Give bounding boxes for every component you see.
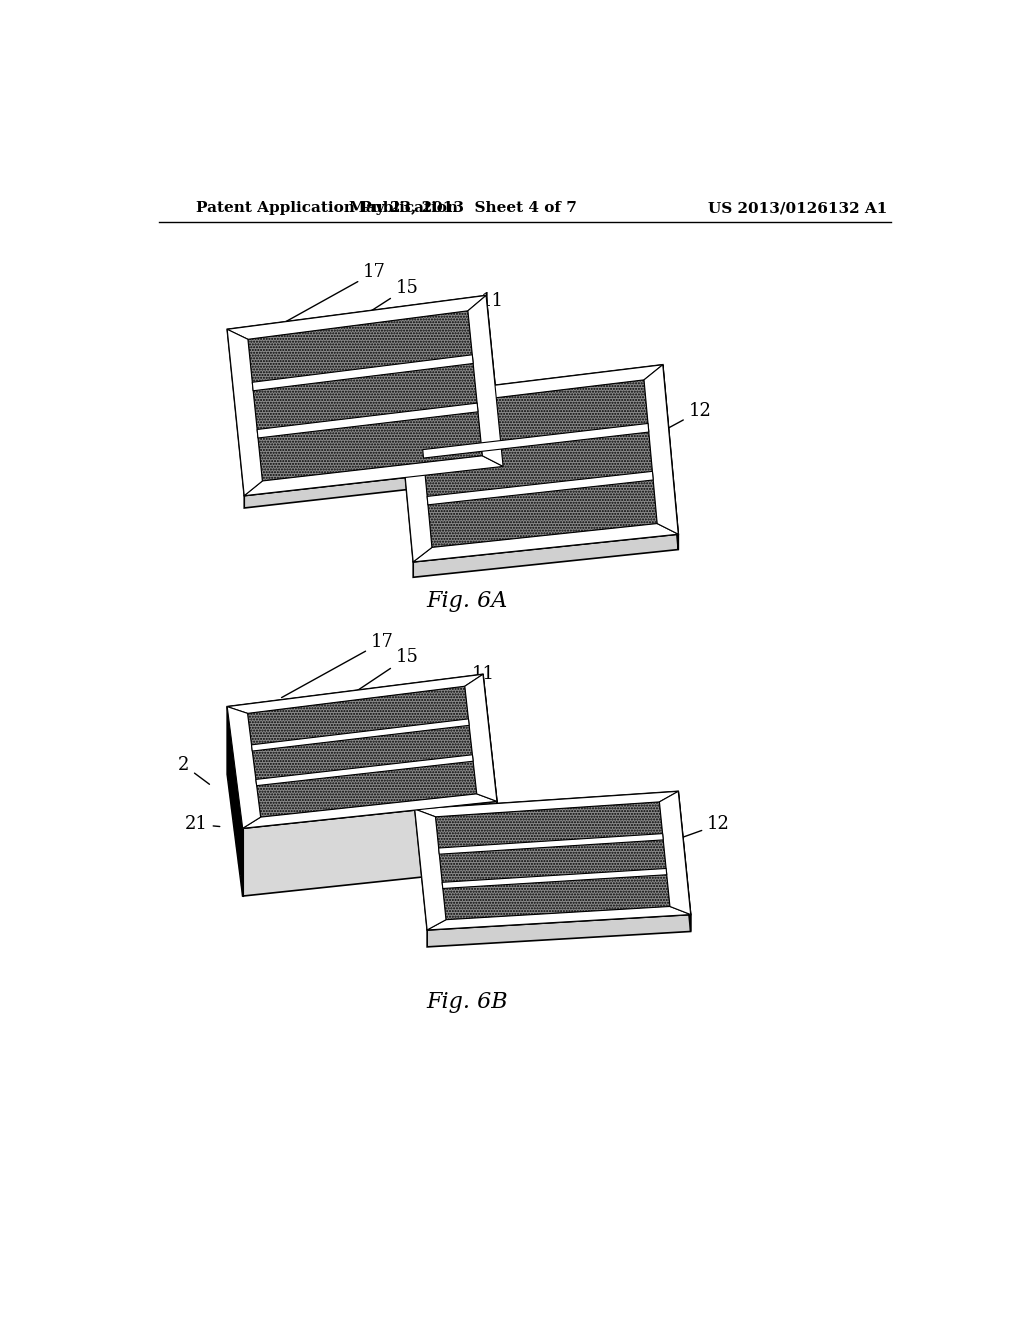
Polygon shape [397, 364, 678, 562]
Text: 12: 12 [649, 403, 712, 438]
Polygon shape [442, 869, 667, 888]
Polygon shape [427, 915, 690, 946]
Polygon shape [227, 706, 261, 829]
Polygon shape [427, 907, 690, 929]
Polygon shape [415, 792, 690, 929]
Text: 11: 11 [444, 292, 504, 334]
Text: 12: 12 [672, 816, 730, 841]
Text: 11: 11 [431, 665, 495, 694]
Text: 2: 2 [178, 756, 210, 784]
Polygon shape [415, 792, 678, 817]
Text: US 2013/0126132 A1: US 2013/0126132 A1 [708, 202, 887, 215]
Polygon shape [397, 364, 663, 407]
Polygon shape [227, 330, 262, 496]
Polygon shape [227, 296, 486, 339]
Polygon shape [659, 792, 690, 915]
Polygon shape [427, 471, 653, 504]
Polygon shape [252, 355, 473, 391]
Polygon shape [245, 466, 503, 508]
Polygon shape [415, 809, 446, 929]
Polygon shape [227, 296, 503, 496]
Text: 21: 21 [184, 816, 220, 833]
Text: Fig. 6B: Fig. 6B [427, 990, 508, 1012]
Polygon shape [663, 364, 678, 549]
Polygon shape [435, 801, 670, 920]
Polygon shape [248, 310, 482, 480]
Polygon shape [414, 535, 678, 577]
Polygon shape [486, 296, 503, 479]
Polygon shape [414, 524, 678, 562]
Text: 15: 15 [297, 279, 419, 359]
Polygon shape [245, 455, 503, 496]
Polygon shape [423, 424, 649, 458]
Polygon shape [257, 403, 478, 438]
Polygon shape [483, 675, 497, 869]
Polygon shape [227, 675, 497, 829]
Text: 17: 17 [266, 264, 386, 333]
Polygon shape [243, 801, 497, 896]
Polygon shape [678, 792, 690, 932]
Text: Fig. 6A: Fig. 6A [427, 590, 508, 612]
Text: 15: 15 [312, 648, 419, 721]
Polygon shape [248, 686, 477, 817]
Polygon shape [465, 675, 497, 801]
Polygon shape [419, 380, 657, 548]
Text: Patent Application Publication: Patent Application Publication [197, 202, 458, 215]
Polygon shape [438, 834, 664, 854]
Polygon shape [227, 675, 483, 713]
Polygon shape [256, 755, 473, 785]
Polygon shape [252, 719, 469, 751]
Polygon shape [468, 296, 503, 466]
Polygon shape [227, 706, 243, 896]
Polygon shape [397, 397, 432, 562]
Polygon shape [243, 793, 497, 829]
Text: 15: 15 [518, 378, 610, 422]
Polygon shape [644, 364, 678, 535]
Text: May 23, 2013  Sheet 4 of 7: May 23, 2013 Sheet 4 of 7 [349, 202, 577, 215]
Text: 17: 17 [282, 634, 393, 697]
